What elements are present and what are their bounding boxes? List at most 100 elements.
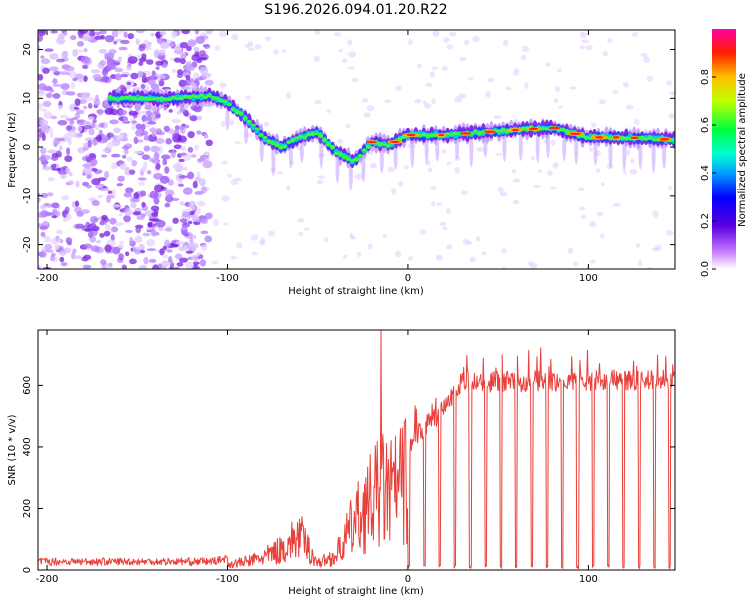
noise-speckle xyxy=(345,123,351,128)
chart-title: S196.2026.094.01.20.R22 xyxy=(264,2,447,18)
noise-speckle xyxy=(263,121,270,127)
noise-speckle xyxy=(343,254,348,259)
ridge-cell xyxy=(250,123,256,127)
noise-speckle xyxy=(85,184,92,189)
noise-speckle xyxy=(407,39,413,45)
ridge-cell xyxy=(278,145,284,150)
noise-speckle xyxy=(90,69,101,74)
noise-speckle xyxy=(164,227,173,232)
noise-speckle xyxy=(303,227,310,231)
noise-speckle xyxy=(429,70,436,78)
noise-speckle xyxy=(106,132,114,138)
noise-speckle xyxy=(73,255,82,260)
noise-speckle xyxy=(96,134,102,142)
noise-speckle xyxy=(194,191,204,195)
noise-speckle xyxy=(194,30,200,35)
noise-speckle xyxy=(170,31,178,39)
noise-speckle xyxy=(461,190,468,195)
noise-speckle xyxy=(173,50,179,54)
noise-speckle xyxy=(119,84,126,90)
ridge-cell xyxy=(321,138,328,142)
noise-speckle xyxy=(189,114,198,122)
noise-speckle xyxy=(395,250,402,258)
noise-speckle xyxy=(82,36,92,42)
noise-speckle xyxy=(69,118,75,125)
noise-speckle xyxy=(201,218,209,225)
noise-speckle xyxy=(338,48,344,53)
noise-speckle xyxy=(59,71,69,75)
noise-speckle xyxy=(514,68,520,73)
noise-speckle xyxy=(550,139,556,147)
noise-speckle xyxy=(625,104,634,110)
noise-speckle xyxy=(83,75,88,83)
noise-speckle xyxy=(131,123,137,131)
noise-speckle xyxy=(74,98,81,107)
noise-speckle xyxy=(577,187,585,192)
noise-speckle xyxy=(133,150,143,155)
ridge-cell xyxy=(564,128,570,133)
ridge-cell xyxy=(175,97,181,101)
noise-speckle xyxy=(43,111,53,119)
noise-speckle xyxy=(38,90,46,97)
noise-speckle xyxy=(47,176,56,182)
noise-speckle xyxy=(585,45,593,51)
noise-speckle xyxy=(382,234,387,239)
noise-speckle xyxy=(68,180,75,185)
ridge-cell xyxy=(107,94,113,100)
noise-speckle xyxy=(50,30,58,34)
noise-speckle xyxy=(185,45,192,52)
noise-speckle xyxy=(600,182,605,186)
ridge-hotspot xyxy=(484,130,496,133)
noise-speckle xyxy=(126,156,133,162)
noise-speckle xyxy=(579,206,585,211)
x-tick-label: -200 xyxy=(36,574,59,585)
ridge-cell xyxy=(159,96,165,101)
noise-speckle xyxy=(38,265,41,269)
noise-speckle xyxy=(176,262,184,267)
noise-speckle xyxy=(165,138,172,145)
noise-speckle xyxy=(187,220,193,225)
noise-speckle xyxy=(596,211,604,217)
spectrogram-xlabel: Height of straight line (km) xyxy=(288,286,424,297)
noise-speckle xyxy=(66,125,73,131)
noise-speckle xyxy=(77,93,86,99)
ridge-cell xyxy=(190,94,197,98)
colorbar-tick-label: 0.6 xyxy=(700,117,711,133)
noise-speckle xyxy=(65,91,76,96)
noise-speckle xyxy=(54,243,60,251)
noise-speckle xyxy=(176,110,182,115)
noise-speckle xyxy=(131,197,140,203)
ridge-cell xyxy=(329,145,336,150)
noise-speckle xyxy=(631,32,638,38)
noise-speckle xyxy=(159,49,166,56)
noise-speckle xyxy=(135,225,142,234)
noise-speckle xyxy=(72,48,79,57)
noise-speckle xyxy=(82,181,90,187)
noise-speckle xyxy=(189,236,194,245)
noise-speckle xyxy=(90,245,101,252)
noise-speckle xyxy=(131,159,138,167)
noise-speckle xyxy=(122,154,127,159)
noise-speckle xyxy=(598,99,606,105)
noise-speckle xyxy=(520,54,527,61)
ridge-cell xyxy=(341,155,348,160)
ridge-hotspot xyxy=(438,133,445,137)
noise-speckle xyxy=(646,75,654,82)
noise-speckle xyxy=(475,236,481,242)
noise-speckle xyxy=(136,215,145,221)
noise-speckle xyxy=(187,146,194,153)
noise-speckle xyxy=(259,138,264,163)
noise-speckle xyxy=(404,165,410,170)
ridge-cell xyxy=(425,133,431,138)
noise-speckle xyxy=(285,185,291,191)
noise-speckle xyxy=(111,226,119,233)
noise-speckle xyxy=(494,152,503,156)
ridge-cell xyxy=(377,142,383,147)
noise-speckle xyxy=(49,66,59,72)
noise-speckle xyxy=(64,155,73,163)
noise-speckle xyxy=(134,236,143,244)
noise-speckle xyxy=(58,249,67,256)
noise-speckle xyxy=(109,119,119,125)
